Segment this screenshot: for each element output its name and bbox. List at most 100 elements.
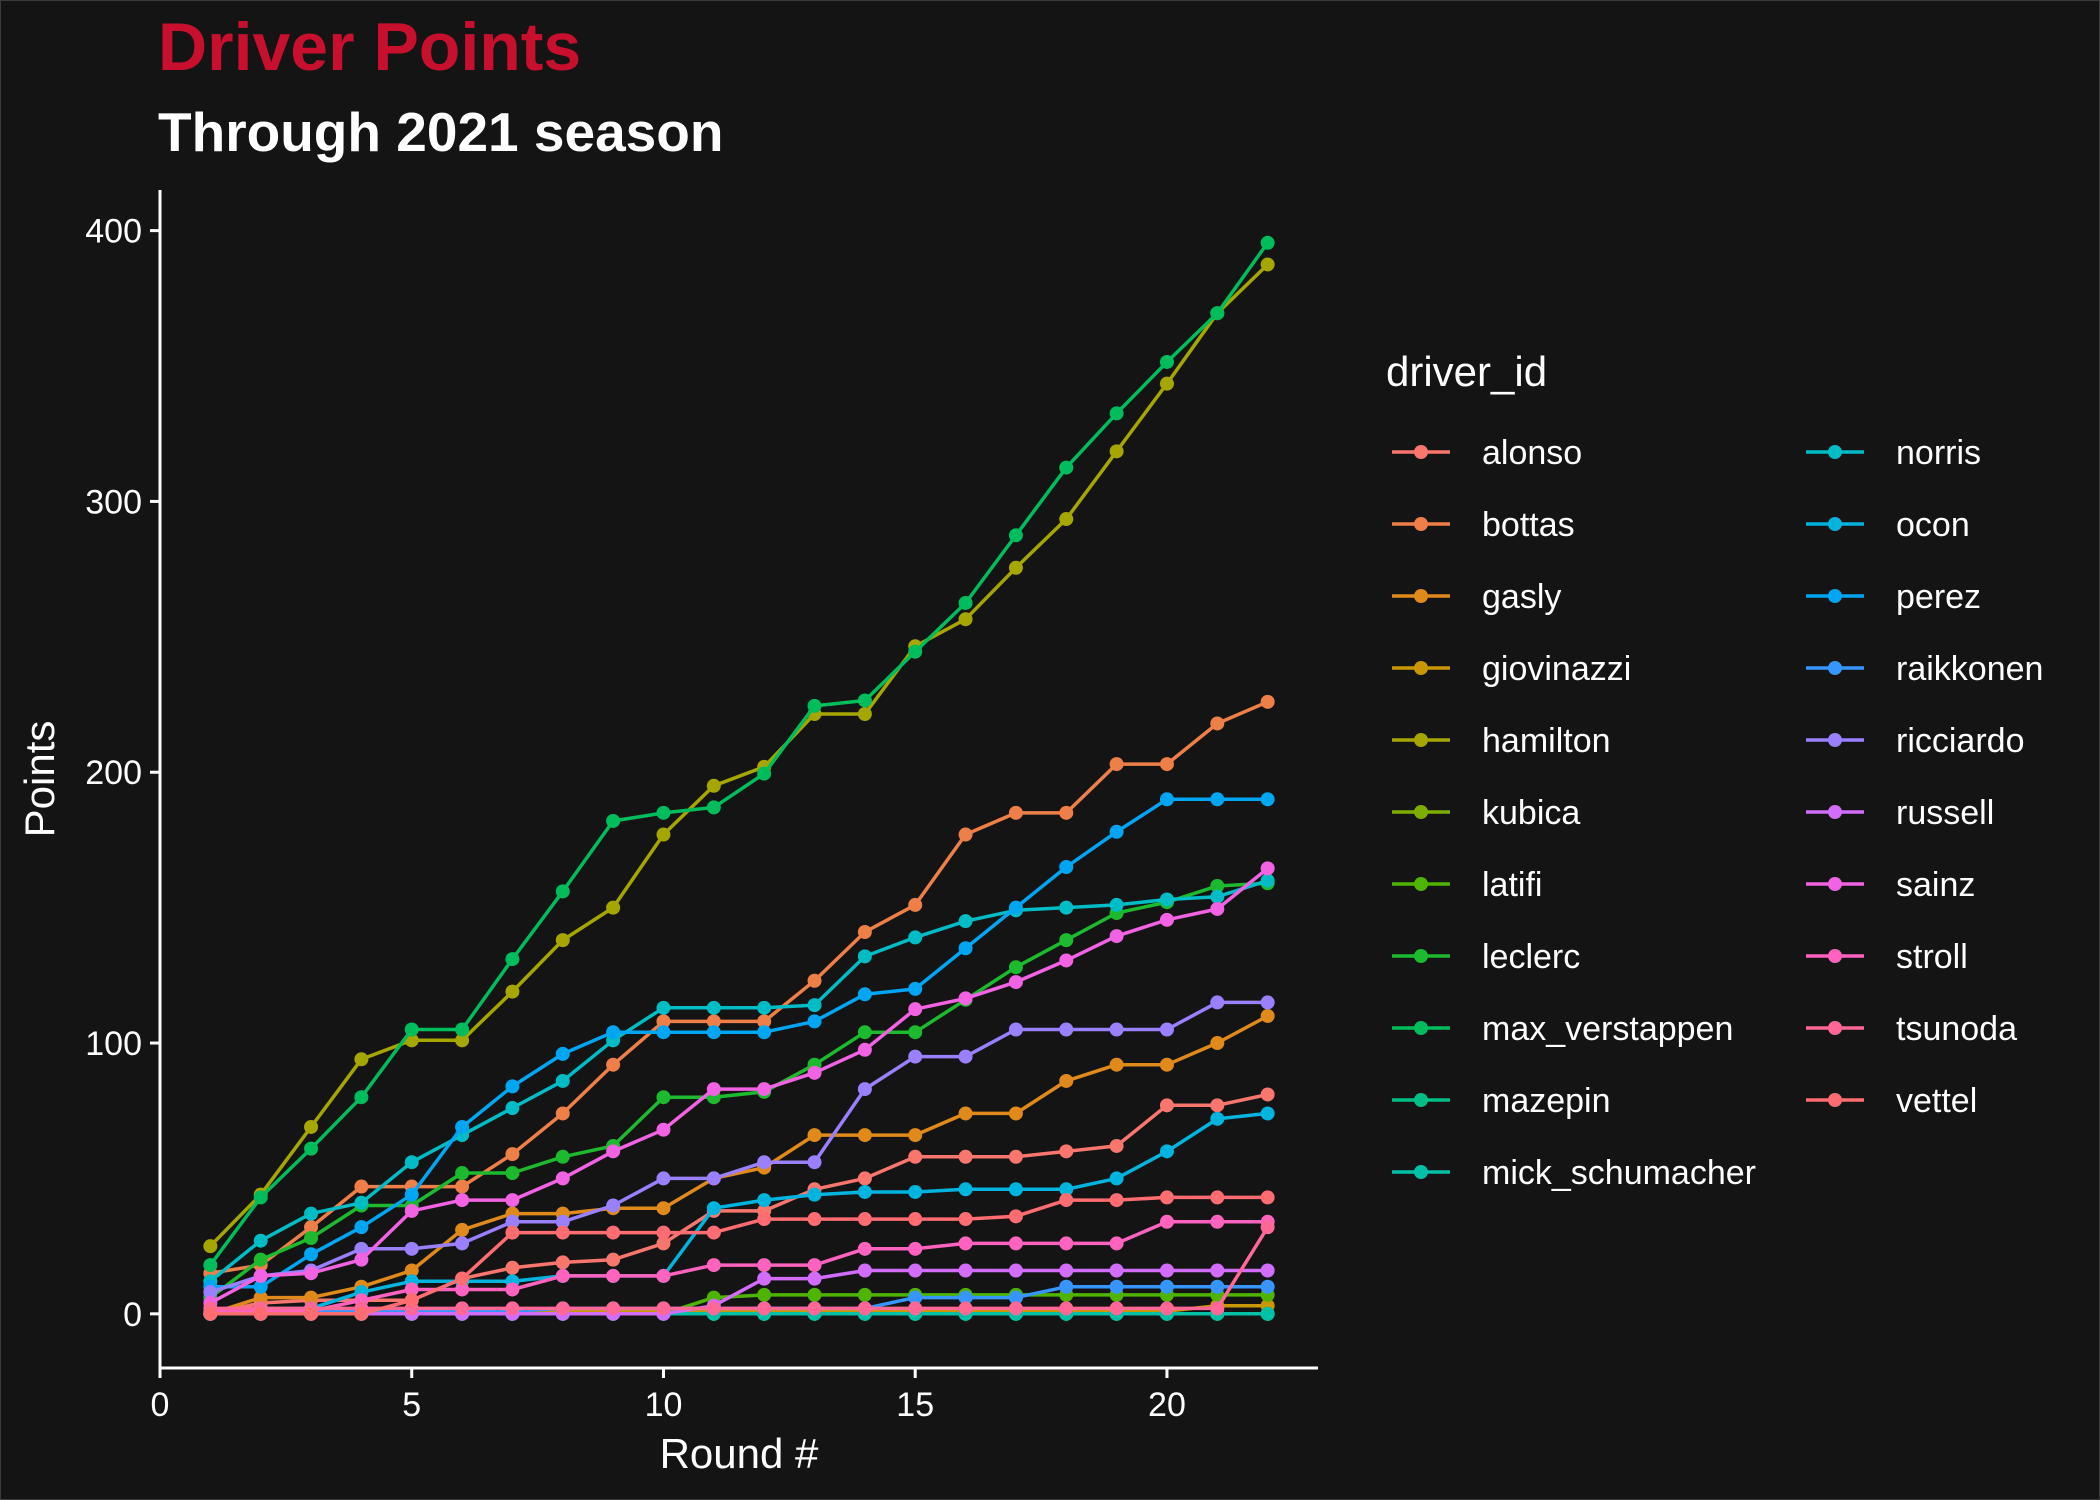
data-point-raikkonen	[1008, 1290, 1023, 1305]
data-point-hamilton	[203, 1239, 218, 1254]
legend-key-point-bottas	[1414, 517, 1428, 531]
data-point-vettel	[354, 1306, 369, 1321]
legend-key-point-norris	[1828, 445, 1842, 459]
data-point-gasly	[455, 1222, 470, 1237]
data-point-gasly	[656, 1201, 671, 1216]
legend-key-point-gasly	[1414, 589, 1428, 603]
data-point-leclerc	[857, 1025, 872, 1040]
data-point-ricciardo	[1159, 1022, 1174, 1037]
data-point-alonso	[908, 1149, 923, 1164]
data-point-vettel	[908, 1212, 923, 1227]
data-point-sainz	[404, 1203, 419, 1218]
data-point-russell	[857, 1263, 872, 1278]
data-point-sainz	[1008, 975, 1023, 990]
data-point-gasly	[1159, 1057, 1174, 1072]
data-point-hamilton	[1260, 257, 1275, 272]
data-point-alonso	[958, 1149, 973, 1164]
data-point-max_verstappen	[304, 1141, 319, 1156]
data-point-sainz	[455, 1193, 470, 1208]
y-tick-label: 200	[85, 754, 142, 792]
legend-key-point-ricciardo	[1828, 733, 1842, 747]
data-point-bottas	[304, 1220, 319, 1235]
data-point-ricciardo	[807, 1155, 822, 1170]
data-point-vettel	[1260, 1190, 1275, 1205]
data-point-max_verstappen	[1210, 306, 1225, 321]
data-point-sainz	[1210, 901, 1225, 916]
legend-key-point-vettel	[1828, 1093, 1842, 1107]
data-point-perez	[1059, 860, 1074, 875]
data-point-russell	[908, 1263, 923, 1278]
data-point-tsunoda	[1008, 1301, 1023, 1316]
series-line-gasly	[209, 1014, 1269, 1316]
data-point-gasly	[1260, 1008, 1275, 1023]
data-point-hamilton	[958, 612, 973, 627]
legend-key-point-latifi	[1414, 877, 1428, 891]
data-point-max_verstappen	[1109, 406, 1124, 421]
data-point-sainz	[807, 1065, 822, 1080]
data-point-perez	[1008, 900, 1023, 915]
data-point-sainz	[555, 1171, 570, 1186]
data-point-hamilton	[505, 984, 520, 999]
data-point-gasly	[1109, 1057, 1124, 1072]
data-point-max_verstappen	[404, 1022, 419, 1037]
data-point-ricciardo	[455, 1236, 470, 1251]
data-point-vettel	[656, 1225, 671, 1240]
data-point-bottas	[505, 1147, 520, 1162]
legend-key-point-perez	[1828, 589, 1842, 603]
data-point-alonso	[1159, 1098, 1174, 1113]
data-point-ricciardo	[706, 1171, 721, 1186]
data-point-perez	[757, 1025, 772, 1040]
data-point-alonso	[1260, 1087, 1275, 1102]
data-point-hamilton	[304, 1119, 319, 1134]
data-point-ricciardo	[404, 1241, 419, 1256]
data-point-russell	[1008, 1263, 1023, 1278]
data-point-ocon	[1008, 1182, 1023, 1197]
data-point-vettel	[304, 1306, 319, 1321]
data-point-norris	[354, 1195, 369, 1210]
data-point-max_verstappen	[555, 884, 570, 899]
data-point-gasly	[304, 1290, 319, 1305]
data-point-sainz	[958, 991, 973, 1006]
data-point-norris	[757, 1000, 772, 1015]
series-line-hamilton	[209, 263, 1269, 1248]
data-point-ricciardo	[354, 1241, 369, 1256]
data-point-alonso	[1059, 1144, 1074, 1159]
data-point-max_verstappen	[857, 693, 872, 708]
data-point-perez	[304, 1247, 319, 1262]
legend-label-russell: russell	[1896, 794, 1994, 832]
data-point-raikkonen	[908, 1290, 923, 1305]
data-point-sainz	[857, 1042, 872, 1057]
data-point-tsunoda	[455, 1301, 470, 1316]
data-point-norris	[1260, 873, 1275, 888]
data-point-vettel	[253, 1306, 268, 1321]
data-point-ocon	[757, 1193, 772, 1208]
data-point-vettel	[807, 1212, 822, 1227]
data-point-perez	[807, 1014, 822, 1029]
data-point-vettel	[455, 1271, 470, 1286]
data-point-alonso	[857, 1171, 872, 1186]
data-point-sainz	[1260, 861, 1275, 876]
legend-key-point-raikkonen	[1828, 661, 1842, 675]
data-point-tsunoda	[1109, 1301, 1124, 1316]
data-point-russell	[1159, 1263, 1174, 1278]
data-point-sainz	[757, 1082, 772, 1097]
legend-key-point-kubica	[1414, 805, 1428, 819]
data-point-norris	[656, 1000, 671, 1015]
data-point-gasly	[1008, 1106, 1023, 1121]
legend-key-point-mazepin	[1414, 1093, 1428, 1107]
data-point-hamilton	[1159, 376, 1174, 391]
data-point-bottas	[1159, 757, 1174, 772]
data-point-perez	[1210, 792, 1225, 807]
data-point-stroll	[857, 1241, 872, 1256]
data-point-norris	[1159, 892, 1174, 907]
data-point-stroll	[555, 1268, 570, 1283]
data-point-tsunoda	[807, 1301, 822, 1316]
data-point-tsunoda	[958, 1301, 973, 1316]
data-point-ocon	[1059, 1182, 1074, 1197]
data-point-vettel	[706, 1225, 721, 1240]
data-point-bottas	[757, 1014, 772, 1029]
data-point-gasly	[857, 1128, 872, 1143]
data-point-stroll	[706, 1258, 721, 1273]
data-point-hamilton	[354, 1052, 369, 1067]
data-point-norris	[1059, 900, 1074, 915]
